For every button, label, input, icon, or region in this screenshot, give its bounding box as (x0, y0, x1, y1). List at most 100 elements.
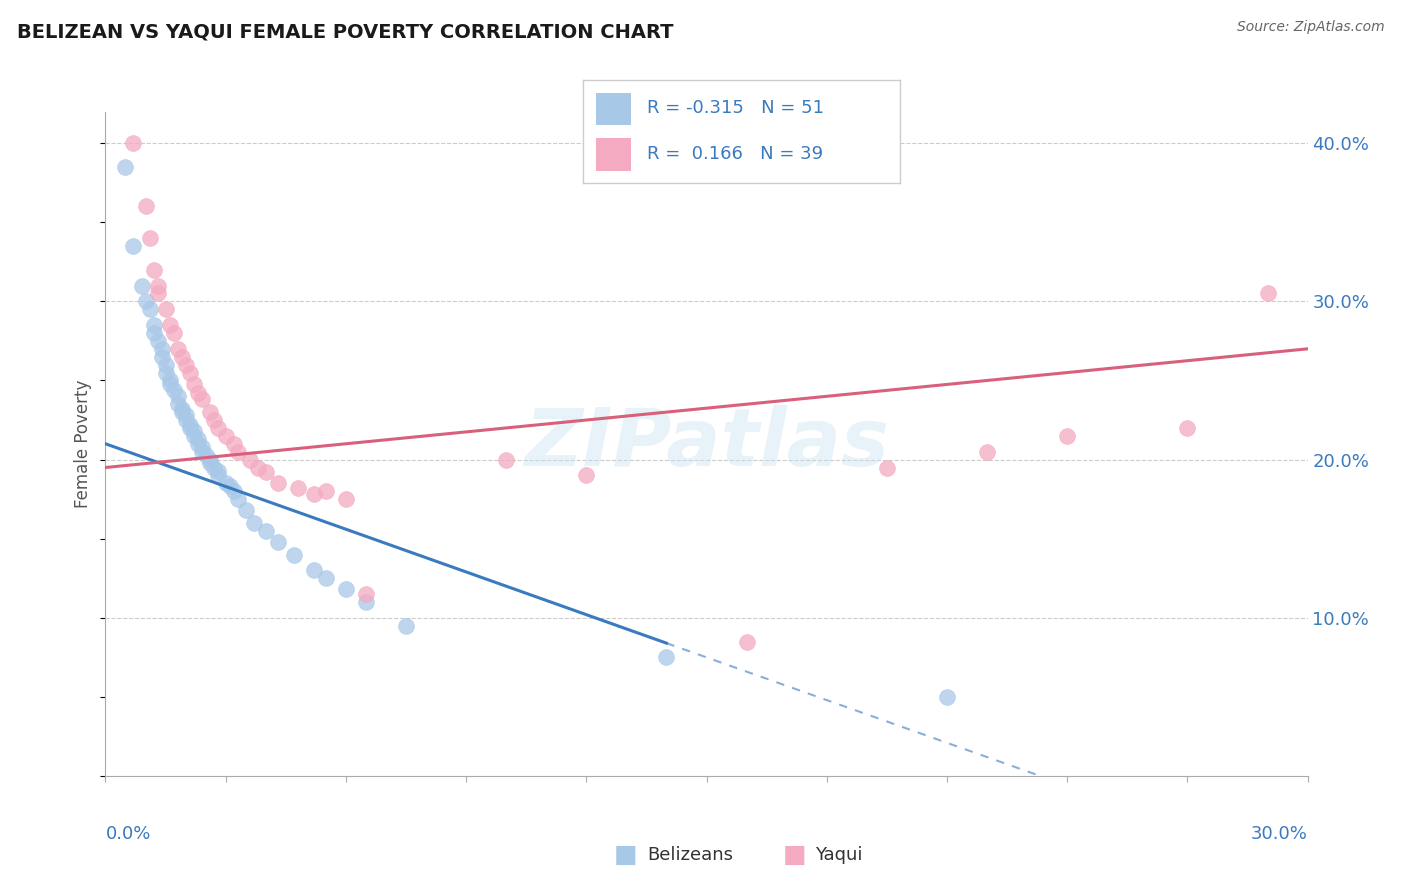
Point (170, 401, 193, 416)
Point (267, 476, 290, 491)
Point (242, 516, 264, 530)
Point (354, 587, 377, 601)
Point (936, 690, 959, 704)
Point (142, 318, 165, 332)
Point (194, 448, 217, 462)
Point (254, 524, 277, 538)
Text: ■: ■ (783, 843, 806, 866)
Point (170, 350, 193, 364)
Point (214, 429, 236, 443)
Point (183, 424, 205, 438)
Point (146, 278, 169, 293)
Point (267, 534, 290, 549)
Point (166, 389, 188, 403)
Point (315, 484, 337, 499)
Point (183, 429, 205, 443)
Point (207, 421, 229, 435)
Point (155, 358, 177, 372)
Point (246, 460, 269, 475)
Text: ZIPatlas: ZIPatlas (524, 405, 889, 483)
Point (1056, 429, 1078, 443)
Point (198, 452, 221, 467)
Point (187, 386, 209, 401)
Text: Yaqui: Yaqui (815, 846, 863, 863)
Point (135, 199, 157, 213)
Point (207, 464, 229, 478)
Point (495, 452, 517, 467)
Text: R =  0.166   N = 39: R = 0.166 N = 39 (647, 145, 823, 162)
Point (190, 440, 212, 454)
Text: ■: ■ (614, 843, 637, 866)
Point (335, 492, 357, 507)
Point (179, 421, 201, 435)
FancyBboxPatch shape (596, 93, 631, 126)
Text: 0.0%: 0.0% (105, 825, 150, 843)
Text: BELIZEAN VS YAQUI FEMALE POVERTY CORRELATION CHART: BELIZEAN VS YAQUI FEMALE POVERTY CORRELA… (17, 22, 673, 41)
Point (174, 409, 197, 423)
Point (222, 436, 245, 450)
Point (976, 444, 998, 458)
Point (876, 460, 898, 475)
Point (187, 432, 209, 446)
Point (283, 548, 305, 562)
Point (214, 476, 236, 491)
Point (190, 392, 212, 407)
Point (131, 278, 153, 293)
Point (114, 160, 136, 174)
Point (207, 468, 229, 483)
Point (179, 417, 201, 432)
Point (254, 465, 277, 479)
Point (155, 302, 177, 317)
Point (138, 231, 160, 245)
Point (187, 436, 209, 450)
Point (138, 302, 160, 317)
Point (735, 634, 758, 648)
Point (202, 460, 225, 475)
Point (142, 262, 165, 277)
Point (159, 318, 181, 332)
Point (315, 571, 337, 585)
Point (354, 595, 377, 609)
Point (1257, 286, 1279, 301)
Point (174, 413, 197, 427)
Point (146, 286, 169, 301)
Point (235, 503, 257, 517)
Point (170, 405, 193, 419)
Y-axis label: Female Poverty: Female Poverty (75, 380, 93, 508)
Point (190, 444, 212, 458)
Point (162, 326, 184, 340)
Point (150, 342, 173, 356)
Point (218, 479, 240, 493)
Text: Source: ZipAtlas.com: Source: ZipAtlas.com (1237, 20, 1385, 34)
Point (174, 358, 197, 372)
Point (302, 487, 325, 501)
Point (395, 618, 418, 632)
Text: R = -0.315   N = 51: R = -0.315 N = 51 (647, 100, 824, 118)
Point (226, 492, 249, 507)
Point (159, 374, 181, 388)
Point (202, 413, 225, 427)
Point (1177, 421, 1199, 435)
Text: Belizeans: Belizeans (647, 846, 733, 863)
Point (198, 456, 221, 470)
Point (150, 350, 173, 364)
Point (575, 468, 598, 483)
Point (198, 405, 221, 419)
Point (122, 239, 145, 253)
Point (146, 334, 169, 348)
Point (655, 650, 678, 665)
Text: 30.0%: 30.0% (1251, 825, 1308, 843)
Point (159, 376, 181, 391)
Point (166, 342, 188, 356)
Point (142, 326, 165, 340)
Point (287, 481, 309, 495)
Point (239, 452, 262, 467)
Point (179, 366, 201, 380)
Point (122, 136, 145, 150)
Point (226, 444, 249, 458)
Point (222, 484, 245, 499)
Point (135, 294, 157, 309)
Point (155, 366, 177, 380)
Point (183, 376, 205, 391)
Point (302, 563, 325, 577)
